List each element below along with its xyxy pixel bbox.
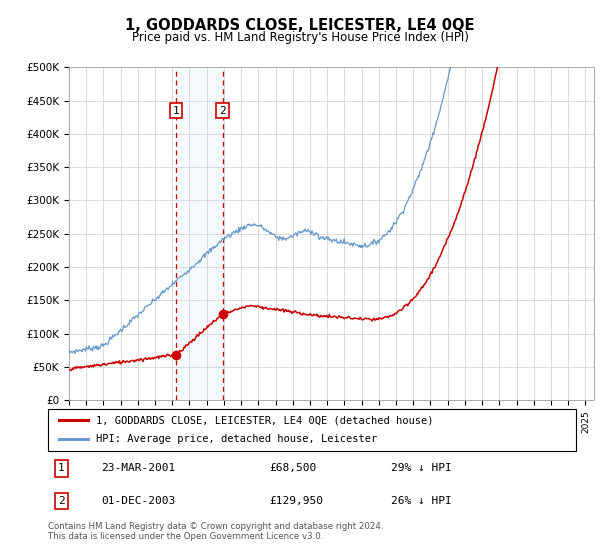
Text: 23-MAR-2001: 23-MAR-2001 [101, 464, 175, 473]
Text: 1: 1 [173, 105, 179, 115]
Text: 1, GODDARDS CLOSE, LEICESTER, LE4 0QE: 1, GODDARDS CLOSE, LEICESTER, LE4 0QE [125, 18, 475, 34]
Text: 2: 2 [219, 105, 226, 115]
Text: HPI: Average price, detached house, Leicester: HPI: Average price, detached house, Leic… [95, 435, 377, 445]
Text: 1: 1 [58, 464, 65, 473]
Text: £129,950: £129,950 [270, 496, 324, 506]
Bar [176, 67, 223, 400]
FancyBboxPatch shape [48, 409, 576, 451]
Text: 1, GODDARDS CLOSE, LEICESTER, LE4 0QE (detached house): 1, GODDARDS CLOSE, LEICESTER, LE4 0QE (d… [95, 415, 433, 425]
Text: Contains HM Land Registry data © Crown copyright and database right 2024.
This d: Contains HM Land Registry data © Crown c… [48, 522, 383, 542]
Text: 2: 2 [58, 496, 65, 506]
Text: 26% ↓ HPI: 26% ↓ HPI [391, 496, 452, 506]
Text: Price paid vs. HM Land Registry's House Price Index (HPI): Price paid vs. HM Land Registry's House … [131, 31, 469, 44]
Text: 29% ↓ HPI: 29% ↓ HPI [391, 464, 452, 473]
Text: 01-DEC-2003: 01-DEC-2003 [101, 496, 175, 506]
Text: £68,500: £68,500 [270, 464, 317, 473]
